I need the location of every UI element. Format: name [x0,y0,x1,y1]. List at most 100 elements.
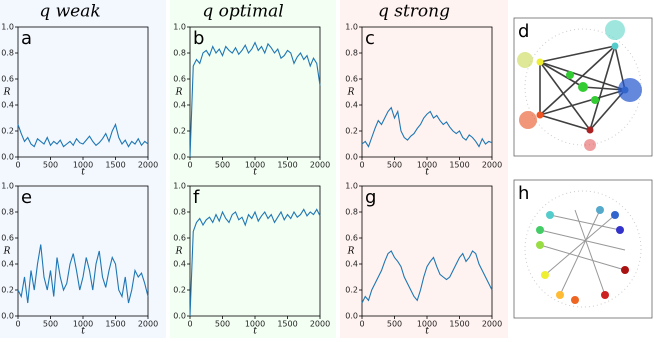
y-tick-label: 0.4 [1,101,14,110]
x-tick-label: 500 [43,320,58,329]
data-line [189,208,321,317]
y-tick-label: 0.8 [173,49,186,58]
y-tick-label: 0.6 [345,75,358,84]
y-tick-label: 0.0 [1,153,14,162]
panel-label: c [365,28,375,49]
y-tick-label: 0.6 [173,234,186,243]
network-panel: h [513,179,653,319]
x-tick-label: 2000 [310,320,330,329]
y-tick-label: 0.2 [173,127,186,136]
x-tick-label: 2000 [310,161,330,170]
column-bg [340,0,508,338]
y-tick-label: 1.0 [1,23,14,32]
y-tick-label: 0.6 [173,75,186,84]
data-line [189,41,321,158]
x-tick-label: 0 [187,320,192,329]
data-line [17,244,149,304]
x-tick-label: 1500 [449,320,469,329]
y-tick-label: 0.0 [1,312,14,321]
x-tick-label: 1500 [105,320,125,329]
x-tick-label: 500 [215,320,230,329]
y-axis-label: R [347,247,355,257]
y-tick-label: 0.8 [1,49,14,58]
y-axis-label: R [3,247,11,257]
y-tick-label: 0.2 [1,286,14,295]
x-tick-label: 0 [187,161,192,170]
data-line [361,250,493,304]
x-tick-label: 2000 [482,320,502,329]
x-tick-label: 500 [387,161,402,170]
y-tick-label: 1.0 [1,182,14,191]
x-tick-label: 500 [215,161,230,170]
x-tick-label: 1500 [277,161,297,170]
x-axis-label: t [425,168,429,178]
x-tick-label: 500 [387,320,402,329]
y-tick-label: 1.0 [345,182,358,191]
panel-label: e [21,187,32,208]
y-tick-label: 0.8 [345,49,358,58]
x-axis-label: t [81,168,85,178]
y-axis-label: R [347,88,355,98]
y-tick-label: 0.0 [345,153,358,162]
y-tick-label: 0.4 [173,101,186,110]
network-panel: d [513,17,653,157]
y-tick-label: 0.2 [345,127,358,136]
x-tick-label: 1000 [73,320,93,329]
x-tick-label: 1000 [245,161,265,170]
y-tick-label: 0.0 [345,312,358,321]
x-tick-label: 2000 [138,320,158,329]
y-tick-label: 0.8 [173,208,186,217]
x-tick-label: 1000 [417,320,437,329]
x-tick-label: 1000 [417,161,437,170]
column-title: q weak [39,2,100,22]
data-line [361,106,493,148]
y-tick-label: 0.6 [345,234,358,243]
y-tick-label: 1.0 [173,182,186,191]
y-axis-label: R [3,88,11,98]
column-title: q optimal [202,2,283,22]
y-tick-label: 0.2 [173,286,186,295]
y-tick-label: 0.4 [345,101,358,110]
x-tick-label: 0 [15,161,20,170]
panel-label: d [518,21,529,42]
y-tick-label: 0.2 [345,286,358,295]
x-tick-label: 1000 [245,320,265,329]
panel-label: g [365,187,376,208]
y-tick-label: 1.0 [173,23,186,32]
y-tick-label: 0.6 [1,75,14,84]
y-tick-label: 0.0 [173,153,186,162]
x-axis-label: t [253,168,257,178]
y-tick-label: 0.4 [1,260,14,269]
x-tick-label: 500 [43,161,58,170]
x-axis-label: t [425,327,429,337]
x-tick-label: 2000 [138,161,158,170]
y-tick-label: 0.0 [173,312,186,321]
column-title: q strong [378,2,450,22]
x-tick-label: 1500 [277,320,297,329]
panel-label: h [518,183,529,204]
y-tick-label: 0.6 [1,234,14,243]
y-tick-label: 0.2 [1,127,14,136]
y-tick-label: 0.8 [1,208,14,217]
x-tick-label: 1500 [105,161,125,170]
y-tick-label: 0.8 [345,208,358,217]
data-line [17,122,149,148]
y-tick-label: 0.4 [173,260,186,269]
y-tick-label: 1.0 [345,23,358,32]
x-tick-label: 0 [359,161,364,170]
x-axis-label: t [81,327,85,337]
y-axis-label: R [175,247,183,257]
x-tick-label: 0 [15,320,20,329]
x-axis-label: t [253,327,257,337]
column-bg [170,0,336,338]
x-tick-label: 0 [359,320,364,329]
y-tick-label: 0.4 [345,260,358,269]
panel-label: f [193,187,200,208]
x-tick-label: 2000 [482,161,502,170]
y-axis-label: R [175,88,183,98]
column-bg [0,0,166,338]
panel-label: b [193,28,204,49]
panel-label: a [21,28,32,49]
